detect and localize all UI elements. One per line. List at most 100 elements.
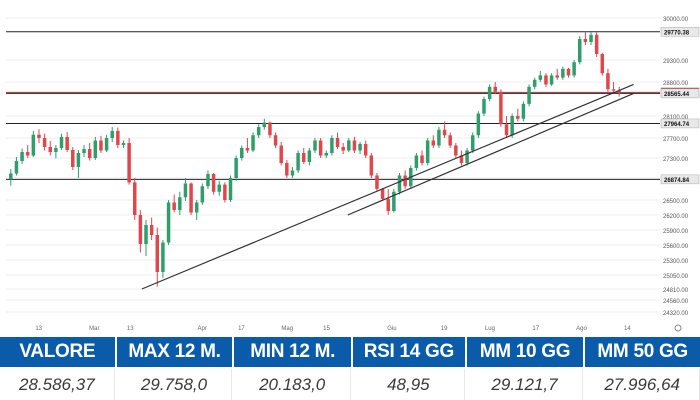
level-label-text: 29770.38 [664, 30, 690, 36]
candle-body [121, 143, 126, 145]
candle-body [127, 143, 131, 183]
candle-body [104, 138, 109, 151]
candle-body [82, 149, 86, 153]
stats-table: VALORE MAX 12 M. MIN 12 M. RSI 14 GG MM … [0, 337, 700, 400]
x-tick-label: Mar [89, 326, 99, 332]
candle-body [48, 147, 52, 152]
candle-body [538, 75, 543, 80]
candle-body [71, 150, 75, 167]
level-label-box [660, 88, 700, 99]
level-label-box [660, 174, 700, 185]
stats-header-row: VALORE MAX 12 M. MIN 12 M. RSI 14 GG MM … [0, 337, 700, 367]
candle-body [487, 86, 492, 99]
candle-body [116, 130, 120, 145]
candle-body [470, 135, 475, 151]
candle-body [510, 116, 514, 136]
candle-body [240, 148, 244, 158]
candle-body [268, 122, 272, 136]
candle-body [234, 158, 238, 178]
level-label-text: 27964.74 [664, 122, 690, 128]
y-tick-label: 27300.00 [663, 157, 689, 163]
candle-body [465, 150, 469, 163]
stat-value-max-12m: 29.758,0 [117, 369, 233, 400]
price-chart[interactable]: 30000.00 29300.00 28800.00 28100.00 27700.00… [0, 0, 700, 335]
candle-body [454, 145, 458, 156]
candlestick-chart-svg[interactable]: 30000.00 29300.00 28800.00 28100.00 27700.00… [0, 0, 700, 335]
candle-body [138, 215, 143, 244]
candle-body [347, 140, 351, 151]
x-tick-label: 17 [532, 326, 539, 332]
y-tick-label: 28100.00 [663, 115, 689, 121]
candle-body [594, 34, 599, 54]
candle-body [42, 138, 47, 147]
y-tick-label: 26200.00 [663, 214, 689, 220]
y-tick-label: 25300.00 [663, 259, 689, 265]
candle-body [392, 191, 396, 211]
candle-body [380, 189, 385, 199]
candle-body [301, 153, 306, 162]
candle-body [99, 140, 103, 151]
candle-body [59, 136, 64, 148]
candle-body [386, 198, 390, 211]
candle-body [358, 144, 362, 151]
candle-body [273, 135, 278, 146]
candle-body [414, 155, 419, 168]
candle-body [566, 68, 571, 76]
candle-body [527, 86, 531, 104]
candle-body [172, 202, 176, 210]
x-tick-label: Lug [485, 326, 495, 332]
candle-body [516, 116, 520, 119]
candle-body [313, 140, 317, 151]
stat-header-min-12m: MIN 12 M. [234, 337, 351, 367]
x-tick-label: 17 [238, 326, 245, 332]
candle-body [544, 75, 548, 85]
candle-body [262, 122, 267, 127]
candle-body [76, 153, 81, 167]
y-tick-label: 25050.00 [663, 274, 689, 280]
trendline [141, 83, 634, 290]
candle-body [363, 144, 368, 156]
candle-body [189, 183, 193, 213]
candle-body [54, 148, 58, 152]
stat-value-valore: 28.586,37 [0, 369, 115, 400]
candle-body [31, 134, 36, 156]
candle-body [589, 34, 593, 42]
candle-body [144, 225, 148, 244]
stat-header-mm-50gg: MM 50 GG [585, 337, 700, 367]
candle-body [93, 140, 98, 158]
candle-body [532, 79, 537, 87]
y-tick-label: 28800.00 [663, 81, 689, 87]
candle-body [183, 183, 188, 198]
candle-body [476, 113, 481, 136]
settings-icon[interactable] [674, 324, 682, 332]
candle-body [25, 152, 30, 156]
y-tick-label: 29300.00 [663, 59, 689, 65]
candle-body [420, 155, 424, 163]
candle-body [555, 75, 559, 78]
candle-body [600, 54, 605, 74]
candle-body [110, 130, 114, 138]
candle-body [425, 140, 430, 163]
candle-body [549, 75, 554, 85]
candle-body [223, 184, 227, 200]
candle-body [290, 170, 295, 176]
stat-header-rsi-14gg: RSI 14 GG [353, 337, 465, 367]
candle-body [194, 202, 199, 213]
candle-body [279, 145, 283, 163]
candle-body [437, 129, 441, 146]
candle-body [572, 62, 576, 76]
candle-body [307, 150, 312, 162]
stat-value-min-12m: 20.183,0 [234, 369, 351, 400]
candle-body [285, 163, 289, 176]
candle-body [166, 202, 171, 243]
stat-header-mm-10gg: MM 10 GG [466, 337, 584, 367]
x-tick-label: 14 [624, 326, 631, 332]
level-label-text: 28565.44 [664, 92, 690, 98]
candle-body [335, 138, 340, 147]
stat-value-mm-10gg: 29.121,7 [467, 369, 584, 400]
candle-body [228, 178, 233, 200]
y-tick-label: 30000.00 [663, 17, 689, 23]
stat-value-rsi-14gg: 48,95 [353, 369, 465, 400]
candle-body [397, 175, 402, 192]
candle-body [161, 242, 165, 272]
